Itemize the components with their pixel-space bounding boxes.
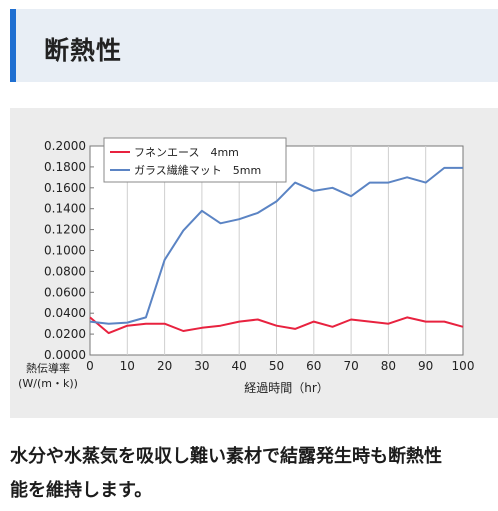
thermal-conductivity-chart: 0 10 20 30 40 50 60 70 80 90 100 0.0000 0.0200 0.0400… xyxy=(18,137,475,395)
x-tick-label: 0 xyxy=(86,359,94,373)
section-heading: 断熱性 xyxy=(10,9,498,82)
series-line-2 xyxy=(89,166,463,325)
y-axis-label-line-1: 熱伝導率 xyxy=(26,361,70,375)
x-tick-label: 10 xyxy=(120,359,135,373)
y-tick-label: 0.1400 xyxy=(44,202,86,216)
y-tick-label: 0.2000 xyxy=(44,139,86,153)
series-line-1 xyxy=(89,316,464,335)
x-tick-label: 20 xyxy=(157,359,172,373)
legend-label-1: フネンエース 4mm xyxy=(134,146,239,159)
y-tick-label: 0.1000 xyxy=(44,244,86,258)
y-tick-label: 0.0600 xyxy=(44,285,86,299)
x-tick-label: 60 xyxy=(306,359,321,373)
x-tick-label: 100 xyxy=(452,359,475,373)
x-tick-label: 70 xyxy=(343,359,358,373)
legend-label-2: ガラス繊維マット 5mm xyxy=(134,164,261,177)
y-tick-label: 0.0400 xyxy=(44,306,86,320)
x-tick-label: 40 xyxy=(232,359,247,373)
x-tick-label: 50 xyxy=(269,359,284,373)
section-title: 断熱性 xyxy=(44,36,123,65)
legend xyxy=(103,137,287,183)
description: 水分や水蒸気を吸収し難い素材で結露発生時も断熱性 能を維持します。 xyxy=(10,440,496,508)
y-tick-label: 0.0800 xyxy=(44,264,86,278)
y-axis-label-line-2: (W/(m・k)) xyxy=(18,377,78,390)
chart-panel: 0 10 20 30 40 50 60 70 80 90 100 0.0000 0.0200 0.0400… xyxy=(10,108,498,418)
y-tick-label: 0.0000 xyxy=(44,348,86,362)
x-tick-label: 30 xyxy=(194,359,209,373)
y-tick-label: 0.1600 xyxy=(44,181,86,195)
x-axis-label: 経過時間（hr） xyxy=(244,381,329,395)
y-tick-label: 0.1800 xyxy=(44,160,86,174)
x-tick-label: 90 xyxy=(418,359,433,373)
description-line-2: 能を維持します。 xyxy=(10,480,153,501)
y-tick-label: 0.1200 xyxy=(44,223,86,237)
description-line-1: 水分や水蒸気を吸収し難い素材で結露発生時も断熱性 xyxy=(10,446,442,467)
x-tick-label: 80 xyxy=(381,359,396,373)
y-tick-label: 0.0200 xyxy=(44,327,86,341)
